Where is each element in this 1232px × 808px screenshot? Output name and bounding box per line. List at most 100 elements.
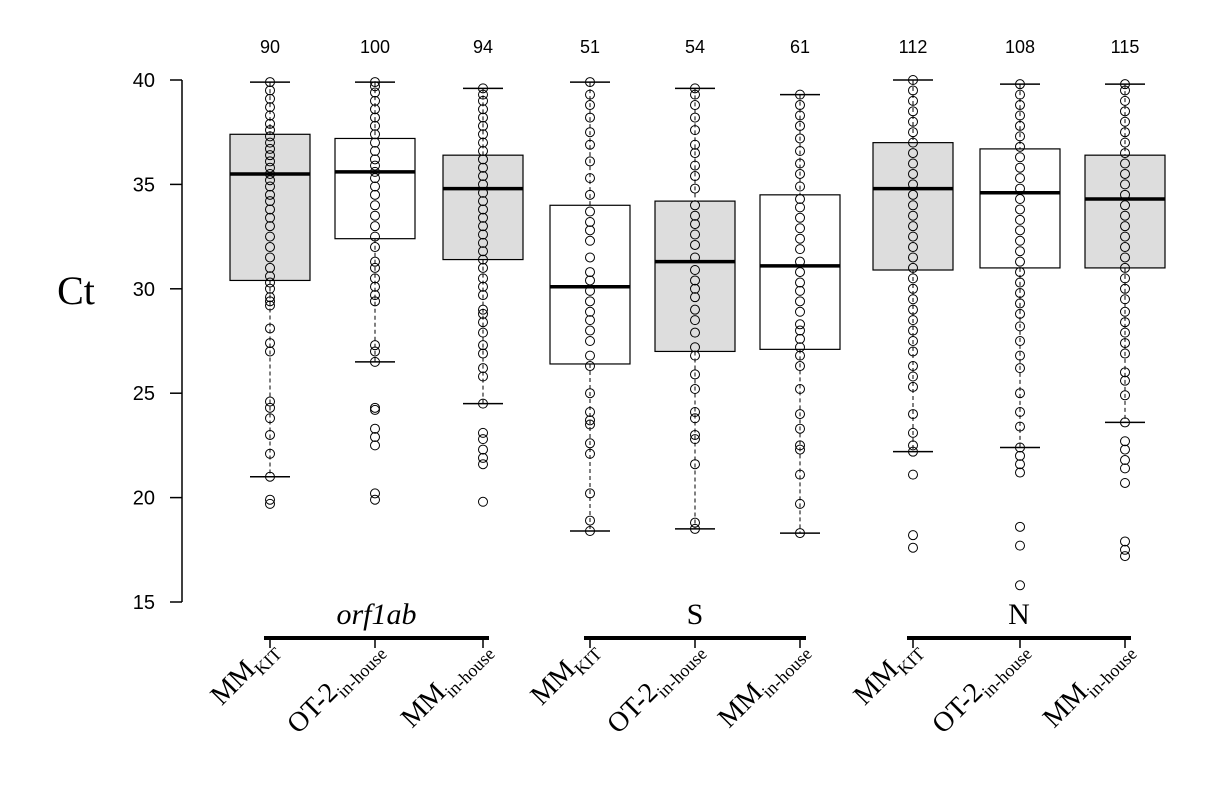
data-point xyxy=(690,100,700,111)
data-point xyxy=(265,242,275,253)
data-point xyxy=(1015,406,1025,417)
sample-count-label: 100 xyxy=(360,37,390,57)
data-point xyxy=(908,158,918,169)
data-point xyxy=(1015,467,1025,478)
data-point xyxy=(585,252,595,263)
data-point xyxy=(1120,544,1130,555)
data-point xyxy=(265,346,275,357)
data-point xyxy=(1120,179,1130,190)
data-point xyxy=(1120,417,1130,428)
data-point xyxy=(585,156,595,167)
data-point xyxy=(908,242,918,253)
data-point xyxy=(370,120,380,131)
data-point xyxy=(265,156,275,167)
data-point xyxy=(690,434,700,445)
data-point xyxy=(690,369,700,380)
iqr-box xyxy=(872,142,954,271)
data-point xyxy=(908,530,918,541)
data-point xyxy=(478,237,488,248)
data-point xyxy=(795,202,805,213)
data-point xyxy=(795,333,805,344)
data-point xyxy=(795,145,805,156)
data-point xyxy=(370,200,380,211)
data-point xyxy=(795,342,805,353)
data-point xyxy=(1120,231,1130,242)
data-point xyxy=(478,154,488,165)
data-point xyxy=(478,348,488,359)
x-tick-label-subscript: in-house xyxy=(758,644,816,702)
data-point xyxy=(795,223,805,234)
box-5 xyxy=(654,83,736,534)
data-point xyxy=(585,306,595,317)
data-point xyxy=(370,166,380,177)
data-point xyxy=(585,388,595,399)
data-point xyxy=(585,315,595,326)
data-point xyxy=(1120,189,1130,200)
data-point xyxy=(585,526,595,537)
x-tick-label-subscript: in-house xyxy=(1083,644,1141,702)
data-point xyxy=(478,459,488,470)
data-point xyxy=(1120,348,1130,359)
data-point xyxy=(265,110,275,121)
data-point xyxy=(585,325,595,336)
data-point xyxy=(585,361,595,372)
y-tick-label: 15 xyxy=(133,592,155,614)
data-point xyxy=(478,363,488,374)
data-point xyxy=(478,452,488,463)
data-point xyxy=(908,446,918,457)
x-tick-label-subscript: in-house xyxy=(441,644,499,702)
data-point xyxy=(1120,262,1130,273)
data-point xyxy=(690,304,700,315)
data-point xyxy=(1015,308,1025,319)
data-point xyxy=(1015,152,1025,163)
data-point xyxy=(370,145,380,156)
data-point xyxy=(1015,235,1025,246)
data-point xyxy=(265,118,275,129)
data-point xyxy=(478,145,488,156)
data-point xyxy=(478,444,488,455)
group-label: orf1ab xyxy=(336,598,416,631)
data-point xyxy=(265,471,275,482)
data-point xyxy=(370,81,380,92)
data-point xyxy=(908,325,918,336)
data-point xyxy=(1015,214,1025,225)
data-point xyxy=(690,459,700,470)
data-point xyxy=(1015,183,1025,194)
data-point xyxy=(265,292,275,303)
data-point xyxy=(908,252,918,263)
group-label: S xyxy=(687,598,704,631)
data-point xyxy=(585,77,595,88)
data-point xyxy=(265,168,275,179)
data-point xyxy=(265,429,275,440)
data-point xyxy=(908,294,918,305)
data-point xyxy=(585,206,595,217)
data-point xyxy=(585,515,595,526)
data-point xyxy=(585,173,595,184)
data-point xyxy=(585,235,595,246)
data-point xyxy=(265,143,275,154)
data-point xyxy=(690,342,700,353)
data-point xyxy=(908,371,918,382)
data-point xyxy=(690,239,700,250)
data-point xyxy=(478,204,488,215)
data-point xyxy=(1015,173,1025,184)
x-tick-label: OT-2in-house xyxy=(281,633,391,743)
data-point xyxy=(1120,106,1130,117)
data-point xyxy=(795,100,805,111)
data-point xyxy=(370,256,380,267)
x-tick-label: MMKIT xyxy=(205,633,286,714)
data-point xyxy=(690,139,700,150)
data-point xyxy=(690,219,700,230)
data-point xyxy=(1015,79,1025,90)
y-tick-label: 30 xyxy=(133,279,155,301)
data-point xyxy=(585,350,595,361)
data-point xyxy=(1120,242,1130,253)
data-point xyxy=(370,356,380,367)
data-point xyxy=(795,528,805,539)
data-point xyxy=(1120,273,1130,284)
data-point xyxy=(1015,321,1025,332)
data-point xyxy=(1015,287,1025,298)
sample-count-label: 115 xyxy=(1111,37,1140,57)
data-point xyxy=(690,210,700,221)
data-point xyxy=(795,158,805,169)
